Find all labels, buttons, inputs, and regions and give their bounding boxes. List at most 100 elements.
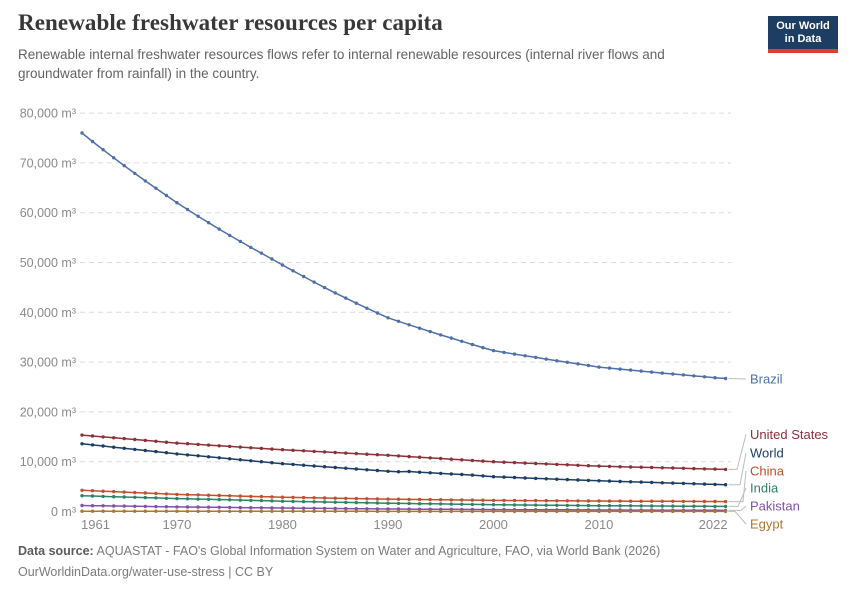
data-point-world-1968[interactable] (154, 449, 158, 454)
data-point-brazil-2004[interactable] (534, 355, 538, 360)
data-point-united-states-2005[interactable] (544, 462, 548, 466)
data-point-brazil-1999[interactable] (481, 345, 485, 350)
data-point-united-states-1987[interactable] (354, 451, 358, 456)
data-point-egypt-1984[interactable] (322, 509, 327, 513)
data-point-world-2012[interactable] (618, 479, 622, 484)
data-point-china-1987[interactable] (354, 496, 358, 501)
legend-label-united-states[interactable]: United States (750, 427, 829, 442)
data-point-pakistan-1977[interactable] (249, 506, 253, 510)
data-point-india-1971[interactable] (185, 497, 190, 501)
data-point-egypt-2013[interactable] (628, 509, 633, 514)
data-point-egypt-1969[interactable] (164, 509, 169, 513)
data-point-world-1961[interactable] (80, 442, 84, 446)
data-point-world-2017[interactable] (671, 481, 675, 485)
data-point-united-states-2011[interactable] (607, 464, 612, 469)
data-point-china-2010[interactable] (597, 499, 601, 503)
data-point-world-1982[interactable] (301, 463, 306, 467)
data-point-united-states-1961[interactable] (80, 433, 84, 437)
data-point-world-2018[interactable] (681, 481, 686, 486)
data-point-india-1987[interactable] (354, 500, 358, 505)
data-point-world-1965[interactable] (122, 446, 126, 450)
data-point-world-1983[interactable] (312, 464, 316, 468)
data-point-india-1999[interactable] (481, 502, 485, 507)
data-point-china-1971[interactable] (185, 493, 190, 497)
data-point-united-states-1979[interactable] (270, 447, 274, 451)
data-point-india-2008[interactable] (576, 503, 580, 508)
data-point-china-1988[interactable] (365, 497, 369, 501)
data-point-united-states-1984[interactable] (322, 450, 327, 454)
data-point-united-states-1966[interactable] (133, 437, 137, 442)
data-point-china-1981[interactable] (291, 495, 295, 500)
data-point-china-1997[interactable] (460, 498, 464, 502)
data-point-india-1972[interactable] (196, 497, 200, 501)
data-point-china-1967[interactable] (143, 491, 147, 495)
data-point-egypt-1994[interactable] (428, 509, 432, 514)
data-point-egypt-2018[interactable] (681, 509, 686, 514)
data-point-pakistan-1973[interactable] (206, 505, 211, 509)
data-point-world-2022[interactable] (723, 483, 728, 487)
data-point-pakistan-1980[interactable] (280, 506, 285, 510)
data-point-egypt-1962[interactable] (90, 509, 95, 513)
data-point-egypt-2008[interactable] (576, 509, 580, 514)
data-point-world-2011[interactable] (607, 479, 612, 483)
data-point-egypt-1982[interactable] (301, 509, 306, 513)
data-point-india-1964[interactable] (112, 495, 116, 499)
data-point-india-1962[interactable] (90, 494, 95, 498)
data-point-egypt-1995[interactable] (439, 509, 443, 514)
data-point-world-1976[interactable] (238, 458, 242, 462)
data-point-world-1990[interactable] (386, 469, 390, 473)
data-point-china-1978[interactable] (259, 494, 264, 499)
data-point-egypt-1996[interactable] (449, 509, 453, 514)
data-point-china-2004[interactable] (534, 498, 538, 503)
data-point-egypt-1971[interactable] (185, 509, 190, 513)
data-point-brazil-1967[interactable] (143, 179, 147, 183)
data-point-world-1994[interactable] (428, 471, 432, 475)
data-point-united-states-1962[interactable] (90, 434, 95, 438)
data-point-egypt-2004[interactable] (534, 509, 538, 514)
data-point-united-states-1968[interactable] (154, 439, 158, 443)
data-point-china-1991[interactable] (396, 497, 401, 501)
data-point-pakistan-1981[interactable] (291, 506, 295, 510)
data-point-egypt-2003[interactable] (523, 509, 527, 514)
data-point-india-1991[interactable] (396, 501, 401, 506)
data-point-egypt-2019[interactable] (692, 509, 696, 514)
data-point-brazil-1969[interactable] (164, 193, 169, 198)
data-point-brazil-1990[interactable] (386, 316, 390, 320)
data-point-india-2018[interactable] (681, 504, 686, 508)
data-point-china-2017[interactable] (671, 499, 675, 503)
data-point-world-1993[interactable] (417, 470, 422, 474)
data-point-china-1963[interactable] (101, 489, 105, 493)
data-point-egypt-2001[interactable] (502, 509, 506, 514)
data-point-egypt-1972[interactable] (196, 509, 200, 513)
data-point-brazil-1971[interactable] (185, 207, 190, 212)
data-point-world-1975[interactable] (228, 457, 232, 461)
data-point-brazil-2010[interactable] (597, 365, 601, 369)
data-point-united-states-1994[interactable] (428, 456, 432, 460)
data-point-brazil-1988[interactable] (365, 306, 369, 310)
data-point-brazil-1994[interactable] (428, 329, 432, 334)
data-point-india-2017[interactable] (671, 504, 675, 508)
data-point-egypt-1990[interactable] (386, 509, 390, 514)
data-point-pakistan-1972[interactable] (196, 505, 200, 509)
data-point-united-states-1965[interactable] (122, 436, 126, 441)
data-point-india-2010[interactable] (597, 504, 601, 508)
data-point-china-1965[interactable] (122, 490, 126, 494)
data-point-brazil-2020[interactable] (702, 375, 707, 379)
data-point-brazil-1997[interactable] (460, 339, 464, 343)
data-point-world-2016[interactable] (660, 481, 664, 485)
data-point-brazil-1995[interactable] (439, 333, 443, 337)
data-point-brazil-1970[interactable] (175, 201, 179, 205)
data-point-china-1972[interactable] (196, 493, 200, 497)
data-point-brazil-2019[interactable] (692, 374, 696, 378)
data-point-brazil-1982[interactable] (301, 274, 306, 279)
data-point-world-1981[interactable] (291, 462, 295, 467)
data-point-brazil-1966[interactable] (133, 171, 137, 176)
data-point-india-1983[interactable] (312, 500, 316, 504)
data-point-pakistan-1983[interactable] (312, 506, 316, 510)
data-point-china-1982[interactable] (301, 495, 306, 500)
data-point-egypt-1989[interactable] (375, 509, 380, 514)
data-point-brazil-1981[interactable] (291, 269, 295, 273)
data-point-united-states-2008[interactable] (576, 463, 580, 467)
data-point-china-2015[interactable] (650, 499, 654, 503)
data-point-china-2003[interactable] (523, 498, 527, 503)
